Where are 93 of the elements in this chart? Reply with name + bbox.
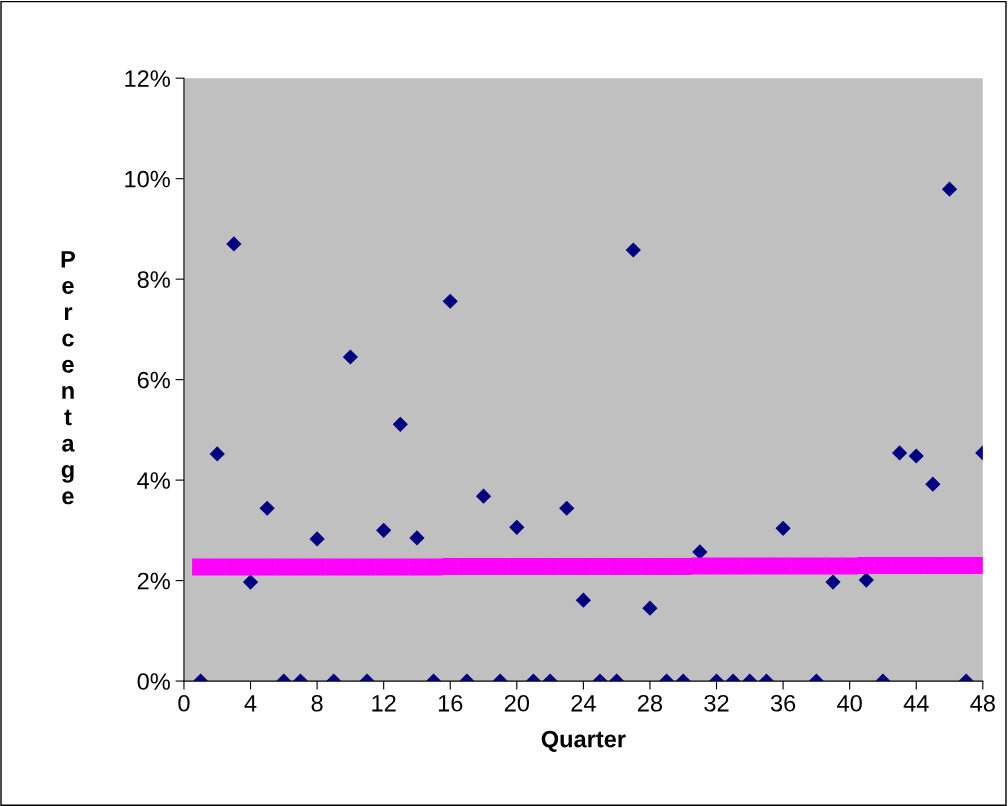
point bbox=[724, 557, 742, 575]
x-tick-label: 32 bbox=[704, 694, 729, 712]
y-tick-label: 12% bbox=[125, 70, 170, 87]
point bbox=[226, 236, 242, 252]
point bbox=[342, 349, 358, 365]
point bbox=[225, 558, 243, 576]
point bbox=[558, 558, 576, 576]
point bbox=[824, 557, 842, 575]
y-tick-label: 0% bbox=[137, 673, 170, 690]
x-tick-label: 28 bbox=[638, 694, 663, 712]
point bbox=[891, 557, 909, 575]
point bbox=[491, 558, 509, 576]
point bbox=[376, 522, 392, 538]
y-tick-label: 8% bbox=[137, 271, 170, 288]
point bbox=[857, 557, 875, 575]
point bbox=[691, 557, 709, 575]
x-tick-label: 0 bbox=[178, 694, 190, 712]
point bbox=[208, 558, 226, 576]
x-tick-label: 8 bbox=[311, 694, 323, 712]
point bbox=[858, 572, 874, 588]
point bbox=[309, 531, 325, 547]
point bbox=[825, 574, 841, 590]
point bbox=[259, 500, 275, 516]
point bbox=[941, 557, 959, 575]
point bbox=[957, 557, 975, 575]
point bbox=[192, 558, 210, 576]
y-tick-label: 10% bbox=[125, 170, 170, 188]
point bbox=[325, 558, 343, 576]
point bbox=[242, 558, 260, 576]
point bbox=[209, 446, 225, 462]
point bbox=[624, 558, 642, 576]
x-tick-label: 24 bbox=[571, 694, 596, 712]
point bbox=[907, 557, 925, 575]
point bbox=[807, 557, 825, 575]
point bbox=[308, 558, 326, 576]
point bbox=[841, 557, 859, 575]
x-tick-label: 16 bbox=[438, 694, 463, 712]
point bbox=[391, 558, 409, 576]
point bbox=[575, 592, 591, 608]
x-tick-label: 44 bbox=[903, 695, 929, 712]
y-tick-label: 6% bbox=[137, 371, 170, 389]
point bbox=[791, 557, 809, 575]
point bbox=[775, 520, 791, 536]
point bbox=[941, 181, 958, 197]
point bbox=[741, 557, 759, 575]
point bbox=[408, 558, 426, 576]
x-tick-label: 48 bbox=[970, 694, 995, 712]
point bbox=[475, 488, 492, 504]
y-tick-label: 2% bbox=[137, 572, 170, 590]
x-axis-title: Quarter bbox=[541, 730, 626, 752]
point bbox=[291, 558, 309, 576]
point bbox=[642, 600, 658, 616]
point bbox=[458, 558, 476, 576]
point bbox=[591, 558, 609, 576]
point bbox=[442, 293, 458, 309]
point bbox=[925, 476, 941, 492]
point bbox=[375, 558, 393, 576]
x-tick-label: 40 bbox=[837, 694, 862, 712]
point bbox=[559, 500, 575, 516]
x-tick-label: 36 bbox=[770, 694, 796, 712]
point bbox=[341, 558, 359, 576]
x-tick-label: 4 bbox=[244, 695, 257, 712]
point bbox=[658, 558, 676, 576]
x-tick-label: 20 bbox=[504, 694, 530, 712]
point bbox=[509, 519, 525, 535]
point bbox=[358, 558, 376, 576]
point bbox=[874, 557, 892, 575]
x-tick-label: 12 bbox=[372, 694, 396, 712]
text: Percentage bbox=[61, 251, 76, 505]
point bbox=[692, 544, 708, 560]
point bbox=[275, 558, 293, 576]
point bbox=[608, 558, 626, 576]
point bbox=[674, 558, 692, 576]
point bbox=[409, 530, 425, 546]
point bbox=[757, 557, 775, 575]
point bbox=[641, 558, 659, 576]
point bbox=[891, 445, 908, 461]
point bbox=[774, 557, 792, 575]
point bbox=[258, 558, 276, 576]
point bbox=[475, 558, 493, 576]
point bbox=[524, 558, 542, 576]
point bbox=[541, 558, 559, 576]
point bbox=[708, 557, 726, 575]
point bbox=[574, 558, 592, 576]
point bbox=[425, 558, 443, 576]
point bbox=[508, 558, 526, 576]
point bbox=[242, 574, 259, 590]
point bbox=[441, 558, 459, 576]
point bbox=[392, 416, 408, 432]
y-tick-label: 4% bbox=[137, 472, 170, 489]
point bbox=[908, 448, 924, 464]
point bbox=[924, 557, 942, 575]
point bbox=[625, 242, 641, 258]
